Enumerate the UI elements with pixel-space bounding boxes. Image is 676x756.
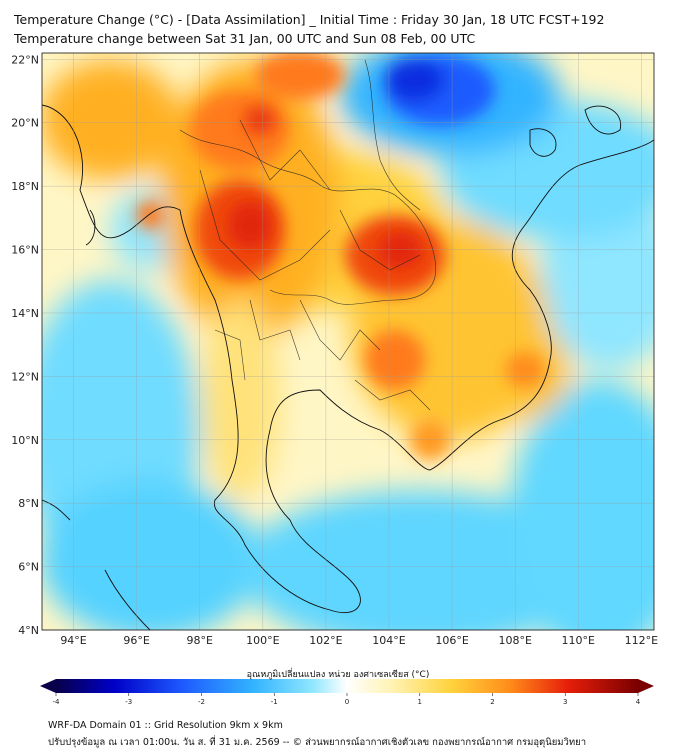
coastlines bbox=[42, 104, 654, 630]
lat-tick-label: 22°N bbox=[11, 53, 39, 66]
lat-tick-label: 20°N bbox=[11, 117, 39, 130]
colorbar: -4 -3 -2 -1 0 1 2 3 4 bbox=[40, 679, 654, 706]
colorbar-title: อุณหภูมิเปลี่ยนแปลง หน่วย องศาเซลเซียส (… bbox=[246, 670, 430, 680]
admin-borders bbox=[179, 59, 437, 411]
lat-tick-label: 6°N bbox=[18, 561, 39, 574]
lon-tick-label: 106°E bbox=[435, 634, 468, 647]
lon-tick-label: 112°E bbox=[625, 634, 658, 647]
lon-tick-label: 110°E bbox=[562, 634, 595, 647]
colorbar-tick-label: 3 bbox=[563, 698, 567, 706]
colorbar-gradient bbox=[56, 679, 638, 693]
lat-tick-label: 12°N bbox=[11, 370, 39, 383]
map-subtitle: Temperature change between Sat 31 Jan, 0… bbox=[14, 31, 476, 46]
colorbar-tick-label: -4 bbox=[53, 698, 61, 706]
colorbar-max-arrow bbox=[638, 679, 654, 693]
colorbar-tick-label: 0 bbox=[345, 698, 349, 706]
lon-tick-label: 104°E bbox=[372, 634, 405, 647]
lon-tick-label: 108°E bbox=[498, 634, 531, 647]
lon-tick-label: 100°E bbox=[246, 634, 279, 647]
lat-tick-label: 4°N bbox=[18, 624, 39, 637]
temperature-field bbox=[42, 53, 654, 630]
longitude-ticks: 94°E 96°E 98°E 100°E 102°E 104°E 106°E 108°E 110… bbox=[60, 634, 658, 647]
footer-model-info: WRF-DA Domain 01 :: Grid Resolution 9km … bbox=[48, 720, 283, 731]
latitude-ticks: 22°N 20°N 18°N 16°N 14°N 12°N 10°N 8°N 6°N 4°N bbox=[11, 53, 39, 637]
map-frame bbox=[41, 52, 655, 631]
lon-tick-label: 96°E bbox=[123, 634, 149, 647]
colorbar-tick-label: 2 bbox=[490, 698, 494, 706]
colorbar-tick-label: -2 bbox=[198, 698, 205, 706]
colorbar-min-arrow bbox=[40, 679, 56, 693]
lat-tick-label: 14°N bbox=[11, 307, 39, 320]
lat-tick-label: 16°N bbox=[11, 244, 39, 257]
colorbar-tick-label: -3 bbox=[125, 698, 132, 706]
lat-tick-label: 18°N bbox=[11, 180, 39, 193]
lon-tick-label: 102°E bbox=[309, 634, 342, 647]
lon-tick-label: 94°E bbox=[60, 634, 86, 647]
colorbar-tick-label: -1 bbox=[271, 698, 278, 706]
lon-tick-label: 98°E bbox=[187, 634, 213, 647]
colorbar-tick-label: 1 bbox=[418, 698, 422, 706]
footer-update-info: ปรับปรุงข้อมูล ณ เวลา 01:00น. วัน ส. ที่… bbox=[48, 737, 587, 748]
colorbar-ticks: -4 -3 -2 -1 0 1 2 3 4 bbox=[53, 693, 641, 706]
colorbar-tick-label: 4 bbox=[636, 698, 641, 706]
map-title: Temperature Change (°C) - [Data Assimila… bbox=[14, 12, 605, 27]
lat-tick-label: 8°N bbox=[18, 497, 39, 510]
lat-tick-label: 10°N bbox=[11, 434, 39, 447]
